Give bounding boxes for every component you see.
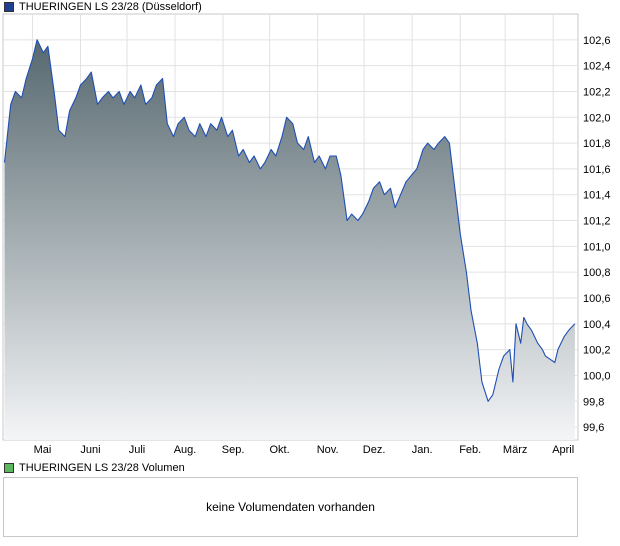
volume-panel: keine Volumendaten vorhanden [3,477,578,537]
y-tick-label: 100,6 [583,293,611,305]
price-area-fill [4,39,575,441]
x-tick-label: April [552,444,574,456]
x-axis: Mai Juni Juli Aug. Sep. Okt. Nov. Dez. Jan. Feb. M… [34,444,575,456]
no-volume-message: keine Volumendaten vorhanden [206,500,375,514]
x-tick-label: Mai [34,444,52,456]
y-axis: 99,6 99,8 100,0 100,2 100,4 100,6 100,8 101,0 10… [583,35,611,434]
x-tick-label: Nov. [317,444,339,456]
x-tick-label: Juli [129,444,146,456]
y-tick-label: 101,6 [583,164,611,176]
y-tick-label: 101,4 [583,190,611,202]
price-chart-legend: THUERINGEN LS 23/28 (Düsseldorf) [4,0,202,14]
y-tick-label: 102,0 [583,112,611,124]
y-tick-label: 102,4 [583,61,611,73]
x-tick-label: Aug. [174,444,197,456]
volume-series-swatch [4,463,14,473]
y-tick-label: 102,2 [583,86,611,98]
y-tick-label: 100,0 [583,370,611,382]
x-tick-label: Dez. [363,444,386,456]
price-series-line [3,39,576,402]
y-tick-label: 102,6 [583,35,611,47]
price-series-label: THUERINGEN LS 23/28 (Düsseldorf) [19,1,202,13]
y-tick-label: 100,2 [583,345,611,357]
x-tick-label: Feb. [459,444,481,456]
y-tick-label: 101,0 [583,241,611,253]
x-tick-label: Juni [80,444,100,456]
price-series-swatch [4,2,14,12]
price-chart: 99,6 99,8 100,0 100,2 100,4 100,6 100,8 101,0 10… [2,13,611,456]
y-tick-label: 99,8 [583,396,604,408]
x-tick-label: Sep. [222,444,245,456]
y-tick-label: 100,4 [583,319,611,331]
y-tick-label: 100,8 [583,267,611,279]
y-tick-label: 99,6 [583,422,604,434]
y-tick-label: 101,2 [583,216,611,228]
x-tick-label: Okt. [269,444,289,456]
volume-series-label: THUERINGEN LS 23/28 Volumen [19,462,185,474]
x-tick-label: Jan. [412,444,433,456]
y-tick-label: 101,8 [583,138,611,150]
volume-chart-legend: THUERINGEN LS 23/28 Volumen [4,461,185,475]
x-tick-label: März [503,444,527,456]
